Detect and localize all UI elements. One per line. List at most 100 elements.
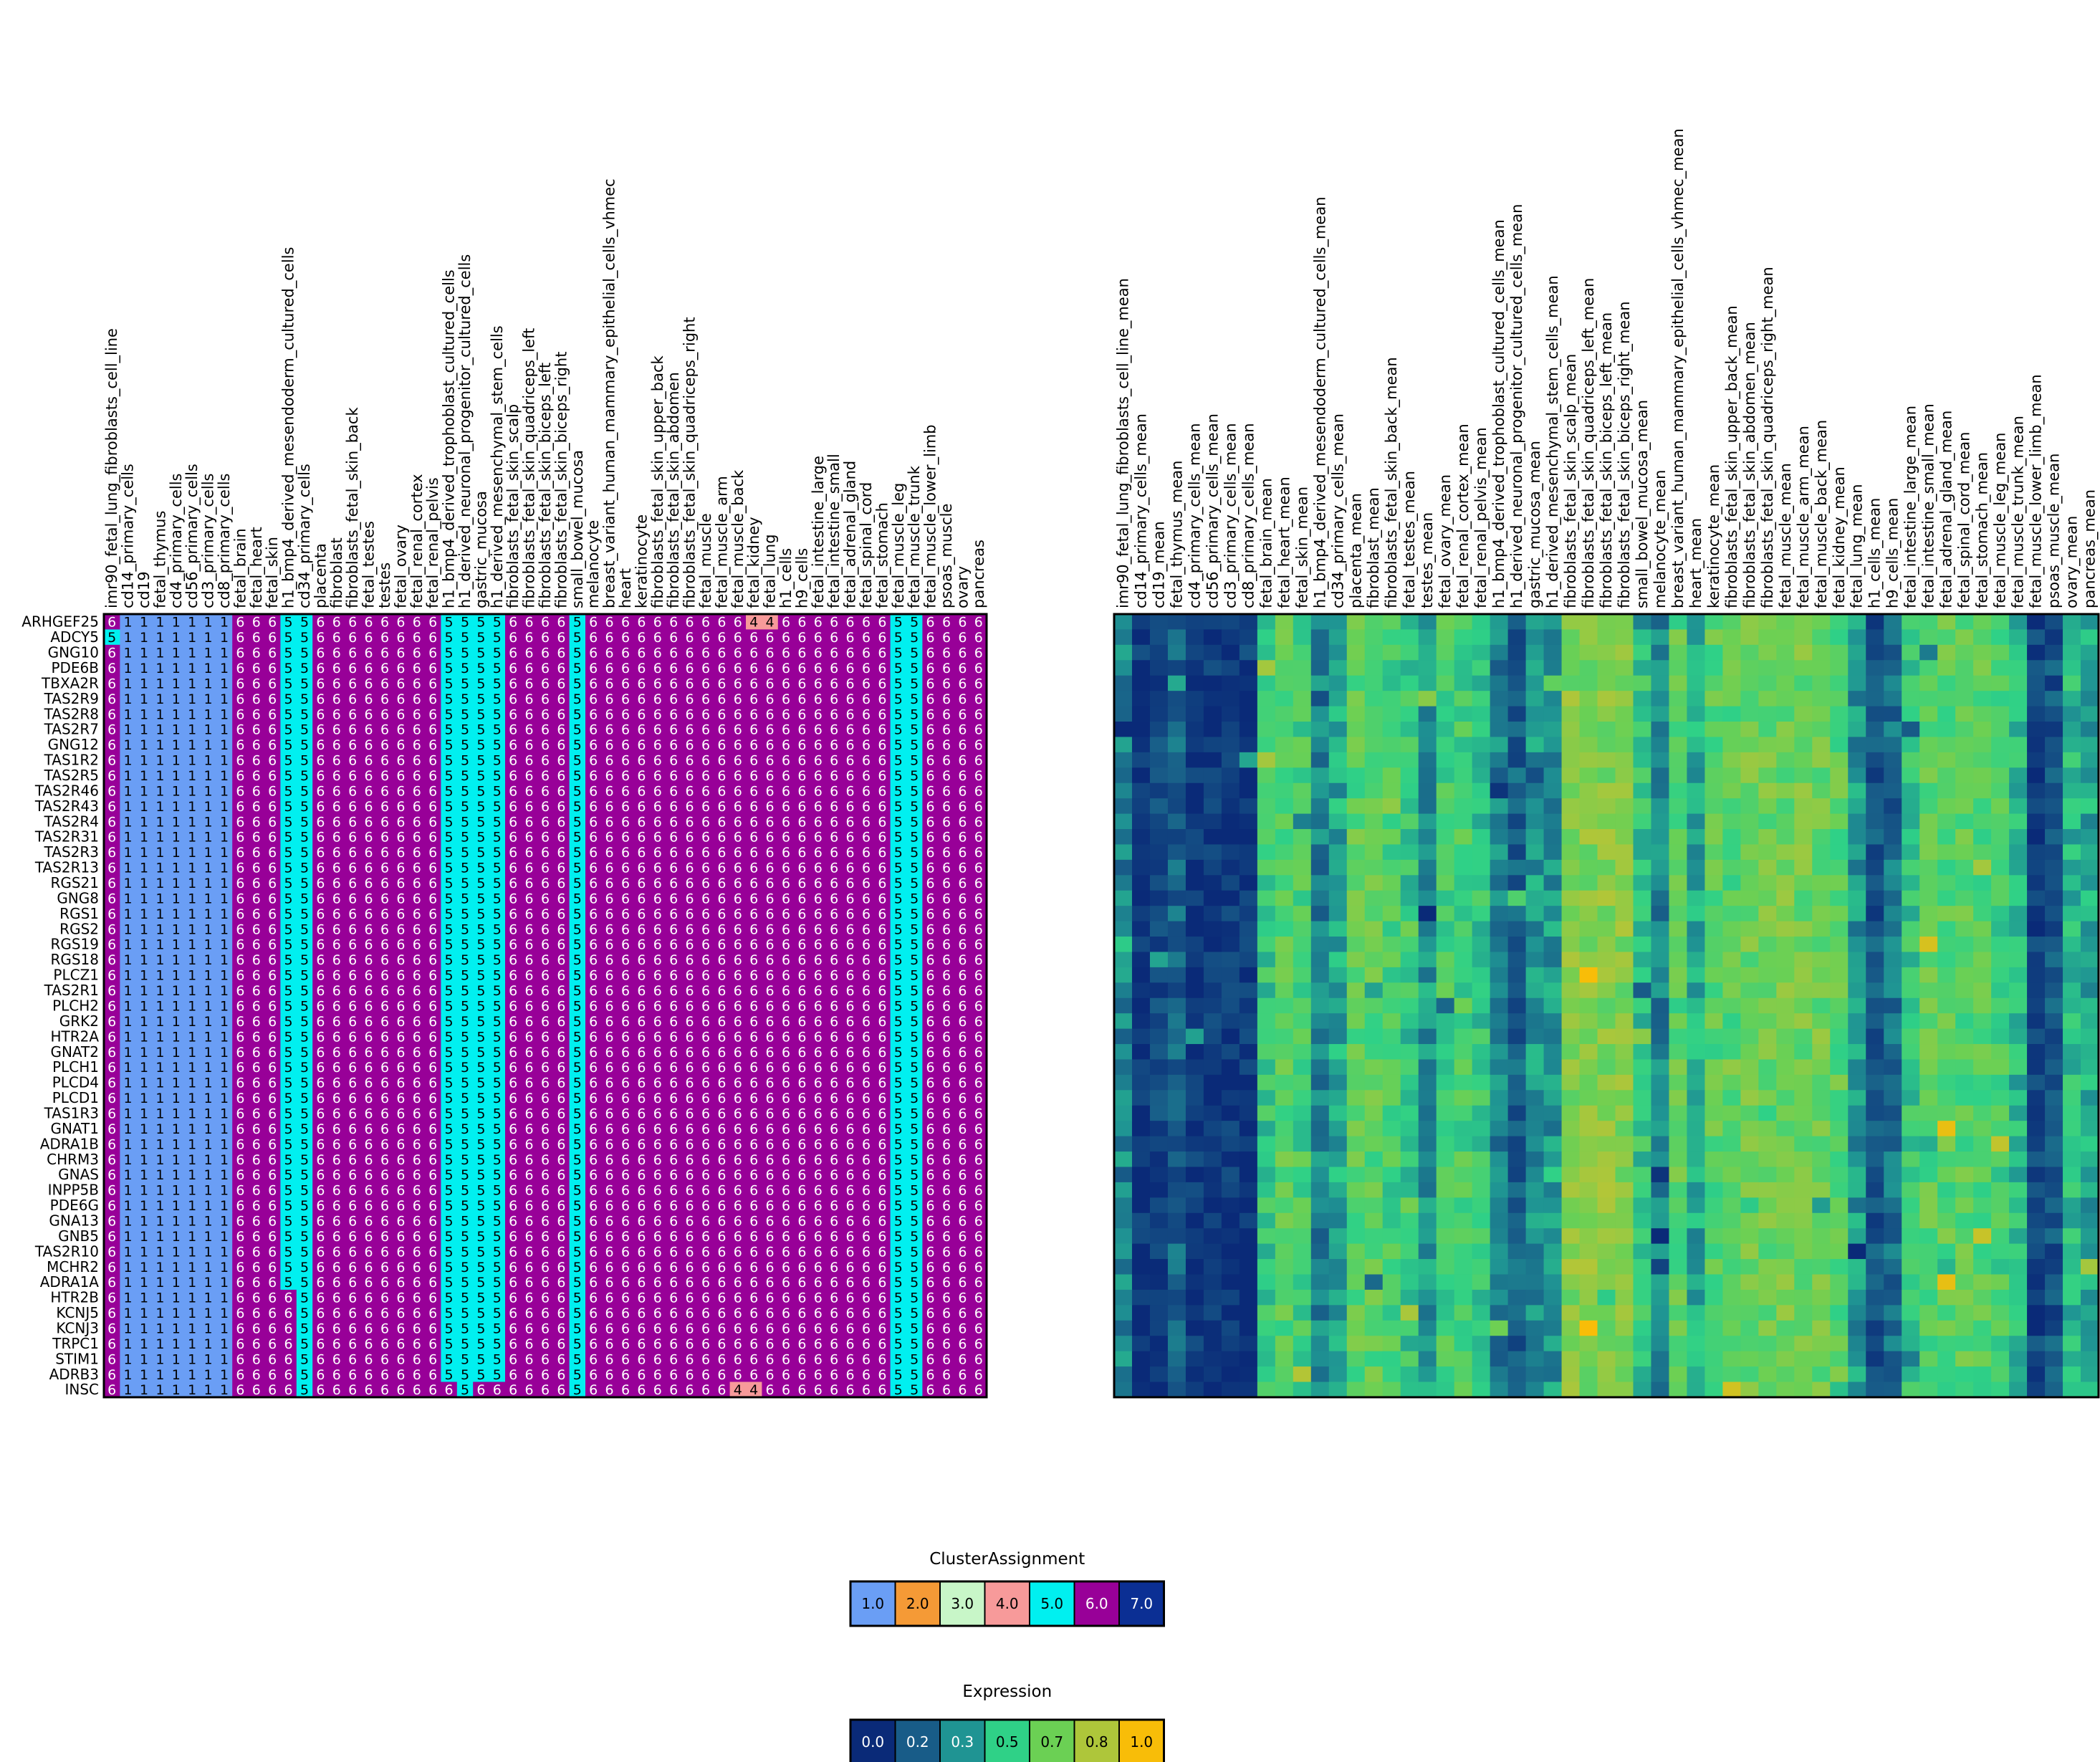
cluster-value: 6 bbox=[396, 646, 405, 661]
cluster-value: 5 bbox=[910, 737, 919, 753]
cluster-value: 6 bbox=[878, 615, 886, 631]
cluster-value: 6 bbox=[766, 1152, 775, 1168]
cluster-value: 6 bbox=[380, 1045, 389, 1060]
cluster-value: 5 bbox=[300, 1060, 309, 1076]
cluster-value: 6 bbox=[396, 661, 405, 676]
cluster-value: 5 bbox=[894, 876, 903, 891]
cluster-value: 6 bbox=[509, 937, 517, 953]
cluster-value: 6 bbox=[332, 1106, 341, 1121]
cluster-value: 6 bbox=[653, 722, 662, 738]
cluster-value: 6 bbox=[862, 799, 871, 815]
cluster-cell bbox=[280, 691, 297, 707]
cluster-value: 5 bbox=[284, 722, 293, 738]
cluster-value: 6 bbox=[107, 1167, 116, 1183]
cluster-value: 6 bbox=[332, 783, 341, 799]
cluster-cell bbox=[456, 691, 474, 707]
cluster-cell bbox=[505, 691, 522, 707]
cluster-cell bbox=[345, 660, 361, 676]
cluster-value: 6 bbox=[749, 1014, 758, 1030]
cluster-value: 6 bbox=[605, 998, 614, 1014]
cluster-value: 1 bbox=[140, 952, 148, 968]
cluster-value: 1 bbox=[124, 799, 133, 815]
cluster-value: 6 bbox=[701, 861, 710, 876]
cluster-value: 6 bbox=[717, 968, 726, 984]
cluster-value: 5 bbox=[300, 1029, 309, 1045]
cluster-cell bbox=[633, 691, 651, 707]
cluster-value: 6 bbox=[396, 845, 405, 861]
cluster-value: 5 bbox=[284, 830, 293, 846]
cluster-cell bbox=[810, 675, 827, 691]
cluster-value: 6 bbox=[332, 1121, 341, 1137]
cluster-value: 6 bbox=[252, 1136, 261, 1152]
cluster-value: 5 bbox=[445, 722, 454, 738]
cluster-cell bbox=[408, 614, 426, 631]
cluster-value: 6 bbox=[830, 799, 838, 815]
cluster-value: 6 bbox=[316, 737, 325, 753]
cluster-value: 6 bbox=[268, 661, 277, 676]
cluster-value: 6 bbox=[236, 952, 244, 968]
cluster-value: 6 bbox=[268, 646, 277, 661]
cluster-value: 6 bbox=[252, 646, 261, 661]
cluster-value: 6 bbox=[252, 983, 261, 999]
cluster-value: 6 bbox=[701, 1183, 710, 1199]
cluster-value: 6 bbox=[974, 891, 983, 906]
cluster-value: 1 bbox=[140, 1183, 148, 1199]
cluster-value: 5 bbox=[573, 1076, 582, 1091]
cluster-value: 6 bbox=[637, 1198, 646, 1214]
cluster-value: 6 bbox=[846, 1029, 855, 1045]
cluster-value: 6 bbox=[926, 845, 935, 861]
cluster-value: 6 bbox=[252, 1198, 261, 1214]
cluster-value: 1 bbox=[124, 937, 133, 953]
cluster-value: 6 bbox=[782, 1076, 790, 1091]
cluster-value: 1 bbox=[188, 646, 196, 661]
cluster-cell bbox=[104, 660, 120, 676]
cluster-value: 6 bbox=[846, 615, 855, 631]
cluster-cell bbox=[922, 675, 939, 691]
cluster-value: 6 bbox=[749, 814, 758, 830]
cluster-value: 6 bbox=[717, 998, 726, 1014]
cluster-value: 6 bbox=[926, 768, 935, 784]
cluster-value: 6 bbox=[509, 1167, 517, 1183]
cluster-value: 5 bbox=[476, 861, 485, 876]
cluster-value: 6 bbox=[846, 1136, 855, 1152]
cluster-value: 5 bbox=[284, 753, 293, 769]
cluster-value: 6 bbox=[621, 1167, 630, 1183]
cluster-cell bbox=[441, 644, 458, 661]
cluster-value: 5 bbox=[107, 630, 116, 646]
cluster-value: 5 bbox=[300, 998, 309, 1014]
cluster-value: 1 bbox=[172, 1167, 181, 1183]
cluster-value: 5 bbox=[573, 1045, 582, 1060]
cluster-value: 6 bbox=[814, 830, 823, 846]
cluster-cell bbox=[826, 660, 843, 676]
cluster-value: 1 bbox=[188, 768, 196, 784]
cluster-value: 6 bbox=[621, 799, 630, 815]
cluster-value: 6 bbox=[525, 737, 534, 753]
cluster-cell bbox=[633, 660, 651, 676]
cluster-value: 5 bbox=[445, 876, 454, 891]
cluster-value: 6 bbox=[589, 891, 598, 906]
cluster-value: 6 bbox=[268, 753, 277, 769]
cluster-value: 6 bbox=[428, 968, 437, 984]
cluster-value: 1 bbox=[204, 861, 213, 876]
cluster-value: 6 bbox=[413, 661, 421, 676]
cluster-cell bbox=[393, 644, 410, 661]
cluster-value: 6 bbox=[589, 753, 598, 769]
cluster-value: 6 bbox=[974, 676, 983, 691]
cluster-value: 6 bbox=[814, 615, 823, 631]
cluster-value: 6 bbox=[686, 1213, 694, 1229]
cluster-value: 6 bbox=[814, 952, 823, 968]
cluster-value: 6 bbox=[348, 707, 357, 722]
cluster-value: 6 bbox=[782, 845, 790, 861]
cluster-value: 6 bbox=[365, 1045, 373, 1060]
cluster-value: 6 bbox=[365, 1029, 373, 1045]
cluster-value: 6 bbox=[396, 615, 405, 631]
cluster-value: 6 bbox=[428, 768, 437, 784]
cluster-value: 5 bbox=[461, 1136, 469, 1152]
cluster-value: 5 bbox=[300, 615, 309, 631]
cluster-value: 1 bbox=[172, 783, 181, 799]
cluster-value: 6 bbox=[862, 1091, 871, 1106]
cluster-cell bbox=[537, 644, 554, 661]
cluster-value: 6 bbox=[653, 937, 662, 953]
cluster-value: 6 bbox=[782, 753, 790, 769]
cluster-value: 6 bbox=[621, 1076, 630, 1091]
